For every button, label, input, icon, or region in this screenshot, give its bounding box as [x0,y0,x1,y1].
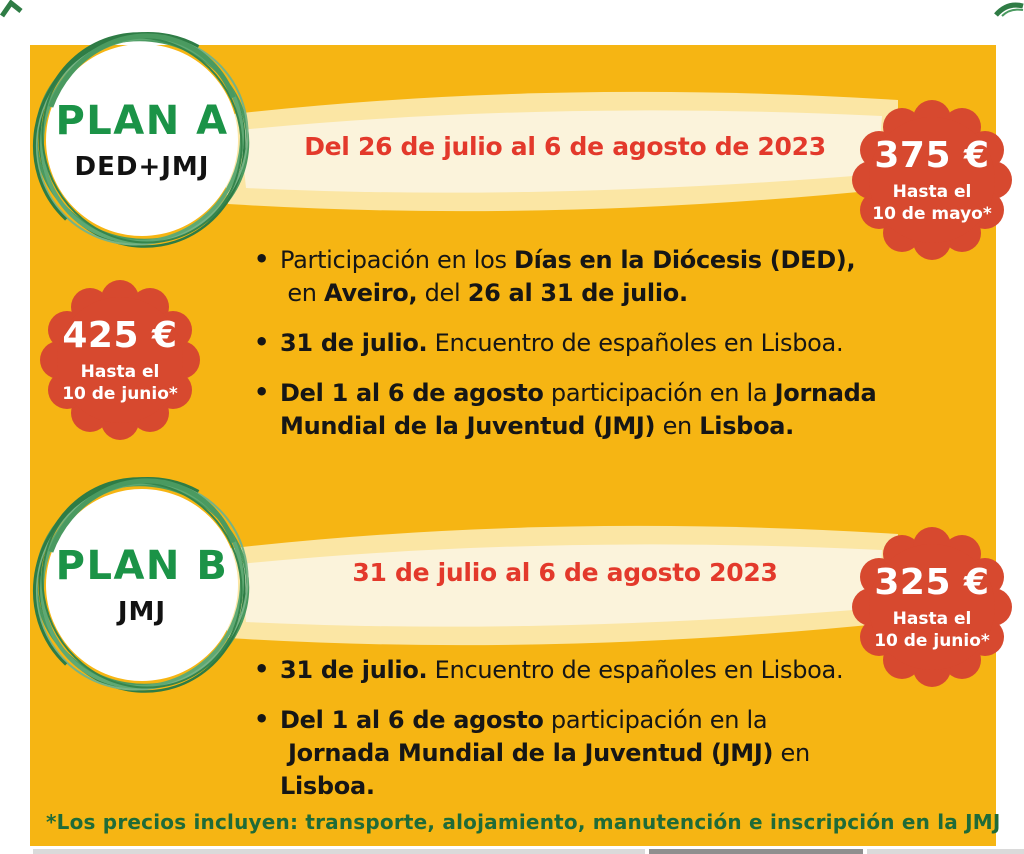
plan-a-date-text: Del 26 de julio al 6 de agosto de 2023 [304,132,826,161]
plan-a-bullet-list: Participación en los Días en la Diócesis… [252,243,877,461]
plan-a-title: PLAN A [55,98,229,144]
bullet-text-segment: 26 al 31 de julio. [467,279,688,308]
bullet-text-segment: participación en la [543,706,768,735]
brush-banner-icon [216,91,898,212]
bullet-text-segment: Días en la Diócesis (DED), [514,246,856,274]
plan-b-price-badge: 325 € Hasta el 10 de junio* [852,527,1012,687]
bullet-item: 31 de julio. Encuentro de españoles en L… [252,326,876,360]
deadline-line: Hasta el [892,181,972,202]
price-footnote: *Los precios incluyen: transporte, aloja… [46,810,1001,834]
deadline-line: Hasta el [80,361,160,382]
plan-a-price-badge: 375 € Hasta el 10 de mayo* [852,100,1012,260]
seal-shape-icon [852,100,1012,260]
plan-a-subtitle: DED+JMJ [74,152,210,182]
bullet-text-segment: Lisboa. [699,412,794,441]
corner-sketch-icon [994,2,1024,17]
bullet-text-segment: 31 de julio. [280,656,428,684]
bullet-text-segment: en [655,412,700,441]
price-text: 375 € [874,134,990,176]
plan-a-early-price-badge: 425 € Hasta el 10 de junio* [40,280,200,440]
bullet-text-segment: Jornada Mundial de la Juventud (JMJ) [280,739,774,768]
plan-b-date-banner: 31 de julio al 6 de agosto 2023 [210,500,900,660]
price-deadline: Hasta el 10 de mayo* [872,181,992,225]
bullet-item: Del 1 al 6 de agosto participación en la… [252,376,877,443]
bullet-text-segment: Aveiro, [324,279,418,308]
bullet-item: Participación en los Días en la Diócesis… [252,243,876,310]
bullet-text-segment: Lisboa. [280,772,375,801]
sketch-ring-icon [32,31,252,249]
bullet-item: Del 1 al 6 de agosto participación en la… [252,703,843,803]
seal-shape-icon [852,527,1012,687]
sketch-ring-icon [32,476,252,694]
price-text: 325 € [874,561,990,603]
bullet-text-segment: en [773,739,810,768]
bullet-text-segment: Del 1 al 6 de agosto [280,706,544,735]
plan-b-title: PLAN B [55,543,229,589]
plan-b-subtitle: JMJ [117,597,167,627]
bottom-crop-strip [649,849,863,854]
bullet-text-segment: Jornada [774,379,877,408]
deadline-line: 10 de mayo* [872,204,992,224]
bottom-crop-strip [867,849,1024,854]
plan-b-date-text: 31 de julio al 6 de agosto 2023 [352,558,778,587]
bullet-item: 31 de julio. Encuentro de españoles en L… [252,653,844,687]
deadline-line: 10 de junio* [62,384,178,404]
plan-b-circle: PLAN B JMJ [27,470,257,700]
corner-sketch-icon [0,0,23,18]
bullet-text-segment: Del 1 al 6 de agosto [280,379,544,408]
price-text: 425 € [62,314,178,356]
price-deadline: Hasta el 10 de junio* [62,361,178,405]
bullet-text-segment: del [417,279,468,308]
brush-banner-icon [216,525,898,646]
plan-b-bullet-list: 31 de julio. Encuentro de españoles en L… [252,653,844,820]
plan-a-date-banner: Del 26 de julio al 6 de agosto de 2023 [210,66,900,226]
bullet-text-segment: Participación en los [280,246,515,274]
bullet-text-segment: 31 de julio. [280,329,428,358]
deadline-line: Hasta el [892,608,972,629]
bullet-text-segment: participación en la [543,379,775,408]
plan-a-circle: PLAN A DED+JMJ [27,25,257,255]
price-deadline: Hasta el 10 de junio* [874,608,990,652]
bullet-text-segment: en [280,279,325,308]
bullet-text-segment: Encuentro de españoles en Lisboa. [427,656,844,684]
seal-shape-icon [40,280,200,440]
bottom-crop-strip [33,849,645,854]
bullet-text-segment: Encuentro de españoles en Lisboa. [427,329,844,358]
bullet-text-segment: Mundial de la Juventud (JMJ) [280,412,656,441]
deadline-line: 10 de junio* [874,631,990,651]
